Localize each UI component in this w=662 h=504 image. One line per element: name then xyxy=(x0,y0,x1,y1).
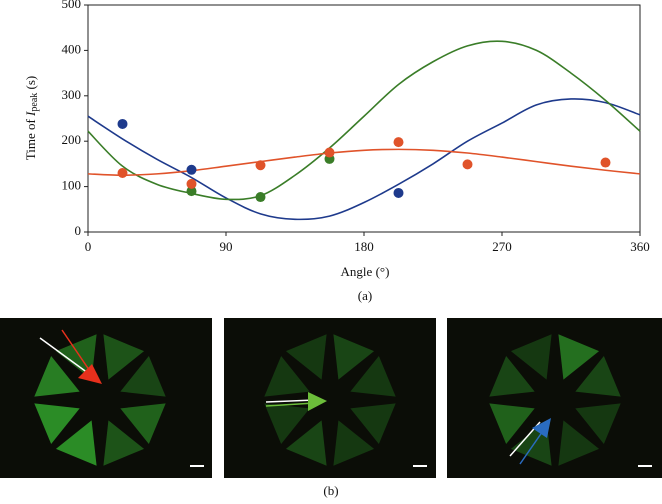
data-point xyxy=(600,157,611,168)
x-tick-label: 360 xyxy=(630,239,650,254)
data-point xyxy=(393,187,404,198)
fluorescent-wedge xyxy=(285,334,327,380)
fluorescent-wedge xyxy=(264,403,310,445)
fluorescent-wedge xyxy=(34,355,80,397)
fluorescent-wedge xyxy=(558,334,600,380)
fluorescent-wedge xyxy=(575,403,621,445)
data-point xyxy=(117,118,128,129)
x-tick-label: 90 xyxy=(220,239,233,254)
data-point xyxy=(186,178,197,189)
y-tick-label: 0 xyxy=(75,223,82,238)
fluorescent-wedge xyxy=(333,334,375,380)
y-tick-label: 300 xyxy=(62,87,82,102)
y-tick-label: 400 xyxy=(62,41,82,56)
micrograph xyxy=(224,318,436,478)
arrow-head xyxy=(78,364,102,384)
plot-frame xyxy=(87,4,641,233)
x-tick-label: 0 xyxy=(85,239,92,254)
fluorescent-wedge xyxy=(489,355,535,397)
fluorescent-wedge xyxy=(558,420,600,466)
x-tick-label: 180 xyxy=(354,239,374,254)
micrograph xyxy=(447,318,662,478)
fluorescent-wedge xyxy=(34,403,80,445)
y-label-symbol: I xyxy=(23,111,38,117)
micrographs xyxy=(0,318,662,478)
fit-curve xyxy=(87,148,641,177)
fit-curve xyxy=(87,40,641,201)
fluorescent-wedge xyxy=(120,403,166,445)
data-point xyxy=(117,167,128,178)
fluorescent-wedge xyxy=(489,403,535,445)
data-point xyxy=(393,137,404,148)
data-point xyxy=(186,164,197,175)
fluorescent-wedge xyxy=(103,420,145,466)
arrow-head xyxy=(532,418,551,438)
data-point xyxy=(324,147,335,158)
fluorescent-wedge xyxy=(575,355,621,397)
arrow xyxy=(265,402,316,407)
fluorescent-wedge xyxy=(103,334,145,380)
y-label-subscript: peak xyxy=(29,93,40,112)
x-axis-label: Angle (°) xyxy=(341,264,390,279)
arrow-head xyxy=(308,392,327,411)
chart: 0 100 200 300 400 500 0 90 180 270 360 xyxy=(62,0,650,254)
arrow xyxy=(519,427,546,465)
fluorescent-wedge xyxy=(55,420,97,466)
fluorescent-wedge xyxy=(285,420,327,466)
y-label-unit: (s) xyxy=(23,76,38,90)
data-point xyxy=(462,159,473,170)
panel-label: (a) xyxy=(358,288,372,303)
y-axis-label: Time of Ipeak (s) xyxy=(23,76,41,161)
fluorescent-wedge xyxy=(350,403,396,445)
data-point xyxy=(255,192,266,203)
data-point xyxy=(186,186,197,197)
panel-label: (b) xyxy=(323,483,338,498)
fluorescent-wedge xyxy=(350,355,396,397)
y-tick-label: 100 xyxy=(62,178,82,193)
fluorescent-wedge xyxy=(333,420,375,466)
fluorescent-wedge xyxy=(510,334,552,380)
fluorescent-wedge xyxy=(120,355,166,397)
y-label-text: Time of xyxy=(23,119,38,161)
fluorescent-wedge xyxy=(264,355,310,397)
x-tick-label: 270 xyxy=(492,239,512,254)
y-tick-label: 200 xyxy=(62,132,82,147)
fluorescent-wedge xyxy=(55,334,97,380)
data-point xyxy=(255,160,266,171)
y-tick-label: 500 xyxy=(62,0,82,11)
arrow xyxy=(39,337,93,377)
arrow xyxy=(265,399,316,403)
